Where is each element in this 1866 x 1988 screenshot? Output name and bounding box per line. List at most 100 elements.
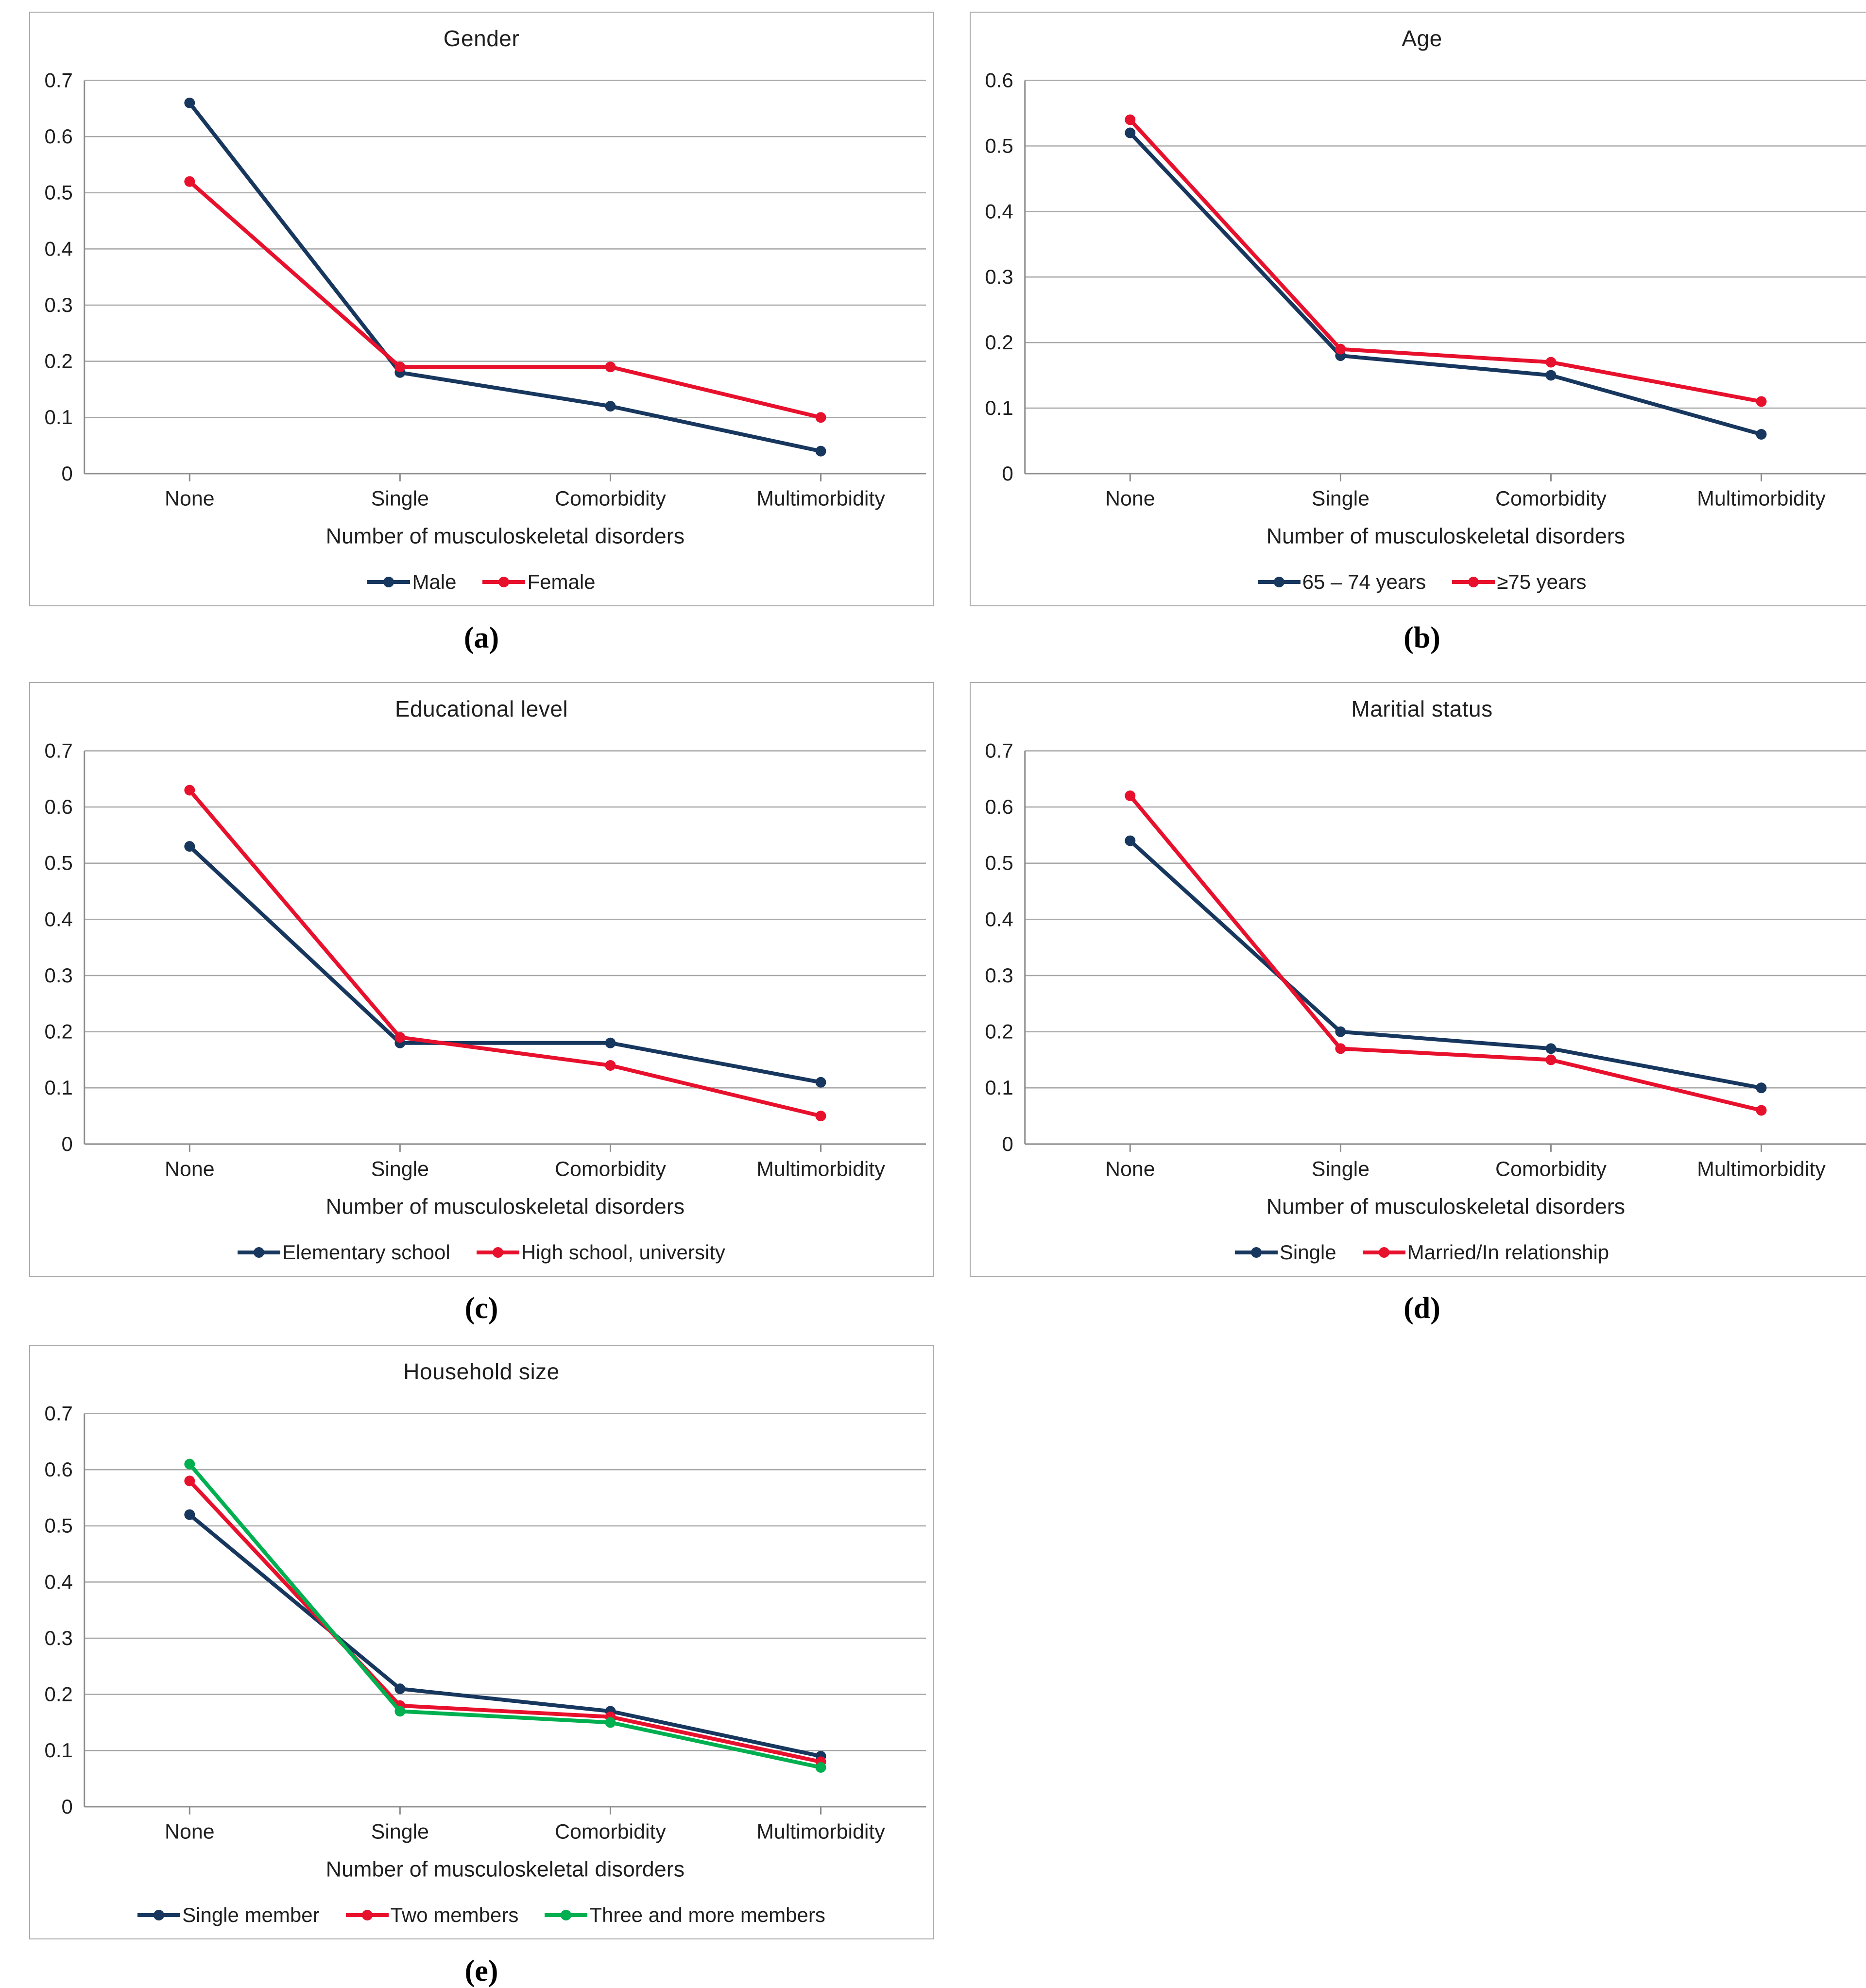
household-chart-svg: 0 0.1 0.2 0.3 0.4 0.5 0.6 0.7 None Single Comorbid…: [45, 1402, 926, 1881]
legend-marker-icon: [482, 577, 526, 587]
y-axis-tick-label: 0.5: [985, 134, 1013, 157]
panel-caption-c: (c): [464, 1292, 498, 1325]
legend-item: ≥75 years: [1452, 570, 1586, 594]
data-point-marker: [815, 1762, 826, 1773]
data-point-marker: [605, 1060, 616, 1071]
y-axis-tick-label: 0.2: [45, 1020, 73, 1043]
y-axis-tick-label: 0.4: [45, 1570, 73, 1593]
panel-caption-b: (b): [1404, 621, 1440, 654]
data-point-marker: [1756, 396, 1767, 407]
series-line: [1128, 794, 1763, 1113]
data-point-marker: [1545, 370, 1557, 381]
y-axis-tick-label: 0.2: [45, 350, 73, 373]
x-axis-category-label: None: [165, 487, 215, 511]
chart-legend-gender: Male Female: [30, 570, 933, 594]
x-axis-category-label: Single: [371, 1820, 429, 1844]
data-point-marker: [1335, 1026, 1346, 1037]
legend-label: Single member: [182, 1903, 320, 1926]
x-axis-category-label: Comorbidity: [555, 1820, 666, 1844]
y-axis-tick-label: 0.7: [985, 739, 1013, 762]
y-axis-tick-label: 0.1: [985, 1076, 1013, 1099]
x-axis-title: Number of musculoskeletal disorders: [326, 523, 685, 548]
series-line: [188, 1512, 823, 1758]
x-axis-category-label: Single: [371, 487, 429, 511]
y-axis-tick-label: 0.4: [985, 200, 1013, 223]
gridlines: [84, 750, 926, 1089]
panel-caption-a: (a): [463, 621, 499, 654]
legend-item: Single member: [137, 1903, 320, 1927]
x-axis-category-label: Multimorbidity: [756, 1158, 885, 1181]
data-point-marker: [184, 1475, 195, 1487]
data-point-marker: [1545, 1054, 1557, 1065]
chart-title-household: Household size: [403, 1359, 560, 1384]
figure-panel-b: 0 0.1 0.2 0.3 0.4 0.5 0.6 None Single Comorbidity…: [970, 12, 1866, 655]
data-point-marker: [394, 1683, 406, 1695]
legend-label: Male: [412, 570, 457, 593]
y-axis-tick-label: 0: [1002, 1132, 1013, 1155]
y-axis-tick-label: 0.5: [45, 1514, 73, 1537]
x-axis-title: Number of musculoskeletal disorders: [326, 1856, 685, 1881]
data-point-marker: [815, 1077, 826, 1088]
x-axis-category-label: Comorbidity: [555, 487, 666, 511]
gridlines: [1025, 750, 1866, 1089]
y-axis-tick-label: 0.3: [45, 293, 73, 316]
series-line: [1128, 131, 1763, 436]
y-axis-tick-label: 0.2: [45, 1683, 73, 1706]
series-line: [188, 844, 823, 1084]
data-point-marker: [605, 1717, 616, 1728]
legend-label: ≥75 years: [1497, 570, 1587, 593]
legend-item: High school, university: [476, 1241, 725, 1264]
chart-legend-age: 65 – 74 years ≥75 years: [971, 570, 1866, 594]
gridlines: [84, 80, 926, 418]
x-axis-category-label: None: [165, 1820, 215, 1844]
y-axis-tick-label: 0.3: [45, 964, 73, 987]
chart-legend-household: Single member Two members Three and more m…: [30, 1903, 933, 1927]
figure-panel-c: 0 0.1 0.2 0.3 0.4 0.5 0.6 0.7 None Single Comorbid…: [29, 682, 934, 1326]
age-chart-svg: 0 0.1 0.2 0.3 0.4 0.5 0.6 None Single Comorbidity…: [985, 69, 1866, 548]
legend-item: Three and more members: [545, 1903, 825, 1927]
series-line: [1128, 839, 1763, 1090]
y-axis-tick-label: 0.6: [45, 1458, 73, 1481]
y-axis-tick-label: 0.1: [45, 406, 73, 428]
legend-item: 65 – 74 years: [1257, 570, 1426, 594]
panel-caption-e: (e): [464, 1954, 498, 1988]
series-line: [188, 788, 823, 1118]
panel-caption-d: (d): [1404, 1292, 1440, 1325]
y-axis-tick-label: 0.6: [985, 795, 1013, 818]
chart-panel-household: 0 0.1 0.2 0.3 0.4 0.5 0.6 0.7 None Single Comorbid…: [29, 1345, 934, 1939]
legend-marker-icon: [238, 1247, 281, 1258]
chart-legend-education: Elementary school High school, university: [30, 1241, 933, 1264]
x-axis-category-label: None: [1105, 487, 1155, 511]
legend-item: Male: [367, 570, 456, 594]
data-point-marker: [1125, 790, 1136, 802]
gridlines: [1025, 80, 1866, 409]
data-point-marker: [1335, 343, 1346, 355]
legend-marker-icon: [545, 1910, 588, 1920]
education-chart-svg: 0 0.1 0.2 0.3 0.4 0.5 0.6 0.7 None Single Comorbid…: [45, 739, 926, 1218]
y-axis-tick-label: 0.3: [985, 964, 1013, 987]
y-axis-tick-label: 0.5: [45, 181, 73, 204]
data-point-marker: [815, 1111, 826, 1122]
data-point-marker: [815, 446, 826, 457]
x-axis-category-label: Comorbidity: [1495, 1158, 1607, 1181]
y-axis-tick-label: 0.5: [985, 852, 1013, 874]
y-axis-tick-label: 0.4: [45, 237, 73, 260]
y-axis-tick-label: 0.6: [45, 125, 73, 148]
series-line: [188, 1479, 823, 1764]
figure-panel-e: 0 0.1 0.2 0.3 0.4 0.5 0.6 0.7 None Single Comorbid…: [29, 1345, 934, 1988]
series-line: [1128, 118, 1763, 404]
y-axis-tick-label: 0.3: [45, 1627, 73, 1649]
data-point-marker: [394, 361, 406, 373]
legend-marker-icon: [476, 1247, 519, 1258]
x-axis-category-label: Comorbidity: [555, 1158, 666, 1181]
data-point-marker: [1756, 428, 1767, 440]
chart-panel-age: 0 0.1 0.2 0.3 0.4 0.5 0.6 None Single Comorbidity…: [970, 12, 1866, 606]
data-point-marker: [184, 1458, 195, 1470]
legend-marker-icon: [1452, 577, 1495, 587]
y-axis-tick-label: 0.1: [45, 1076, 73, 1099]
y-axis-tick-label: 0.6: [45, 795, 73, 818]
marital-chart-svg: 0 0.1 0.2 0.3 0.4 0.5 0.6 0.7 None Single Comorbid…: [985, 739, 1866, 1218]
series-line: [188, 179, 823, 420]
y-axis-tick-label: 0.7: [45, 1402, 73, 1425]
data-point-marker: [605, 1037, 616, 1048]
